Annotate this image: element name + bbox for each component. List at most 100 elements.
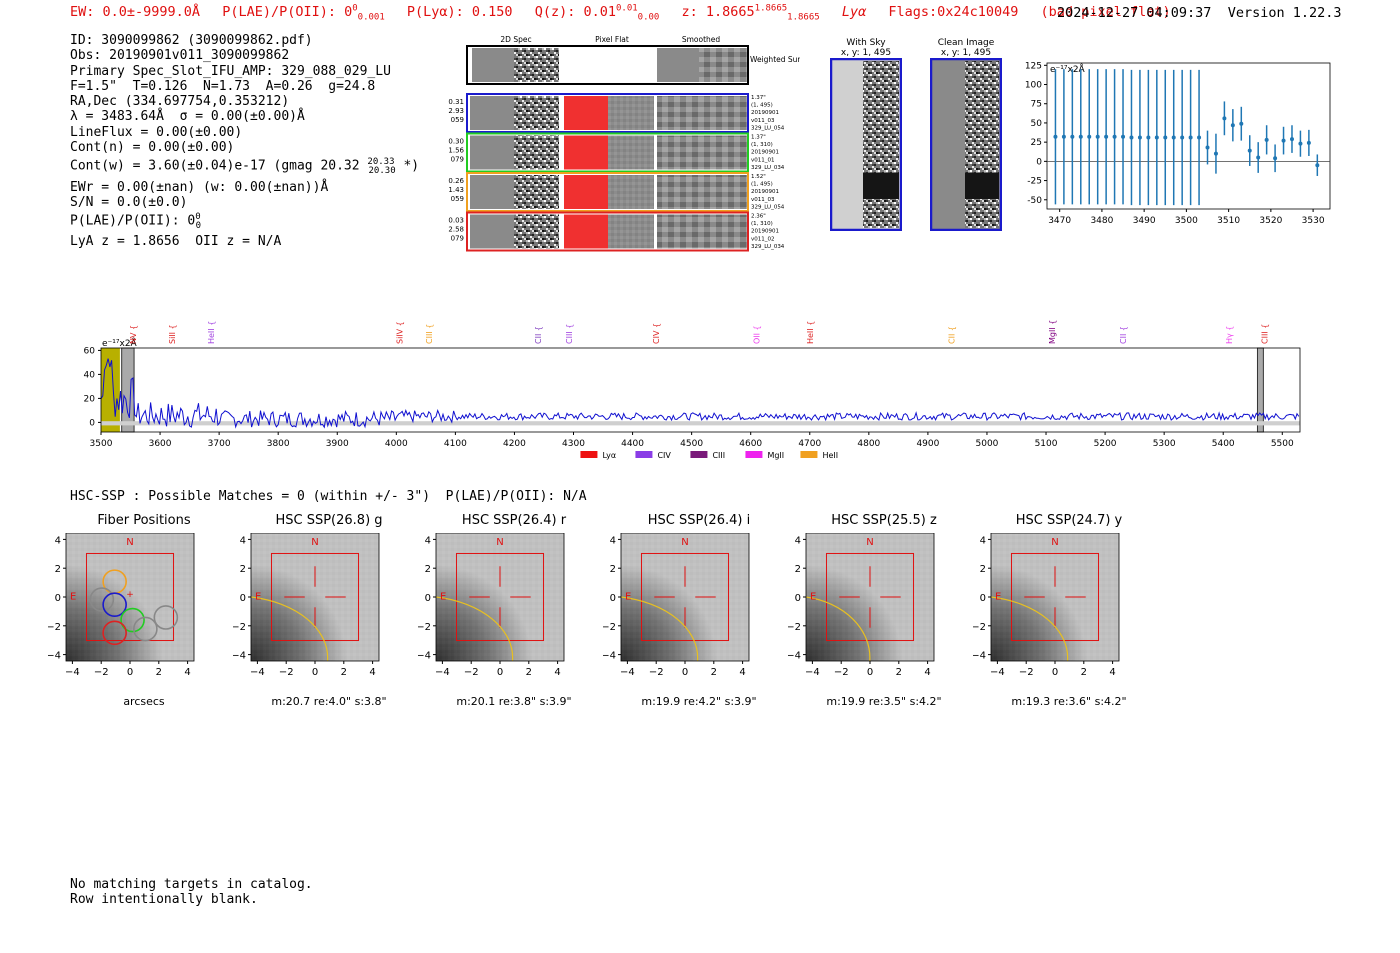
emission-line-label: CIII {: [425, 324, 434, 344]
data-point: [1315, 154, 1320, 176]
x-tick-label: −4: [435, 667, 450, 678]
x-tick-label: −4: [250, 667, 265, 678]
info-id: ID: 3090099862 (3090099862.pdf): [70, 33, 313, 48]
y-tick-label: −2: [973, 622, 986, 633]
qz-value: Q(z): 0.010.010.00: [534, 3, 660, 23]
cutout-caption: m:19.9 re:4.2" s:3.9": [641, 695, 757, 708]
fiber-row-right-label: (1, 310): [751, 221, 773, 227]
masked-region-right: [1256, 347, 1264, 433]
cutout-caption: m:19.9 re:3.5" s:4.2": [826, 695, 942, 708]
unit-label: e⁻¹⁷x2Å: [1050, 63, 1086, 75]
y-tick-label: 40: [84, 370, 96, 380]
emission-line-label: SiIV {: [395, 321, 404, 344]
data-point: [1197, 69, 1202, 206]
cutout-caption: arcsecs: [123, 695, 165, 708]
x-tick-label: 2: [1081, 667, 1087, 678]
galaxy-ellipse: [435, 596, 514, 662]
data-point: [1213, 133, 1218, 174]
data-point: [1281, 126, 1286, 155]
legend-swatch: [800, 451, 818, 458]
y-tick-label: 50: [1031, 119, 1043, 129]
fiber-panel: 2D Spec Pixel Flat Smoothed Weighted Sum…: [448, 35, 800, 252]
y-tick-label: −4: [418, 651, 431, 662]
point-marker: [1154, 135, 1159, 140]
cutout-title: HSC SSP(26.8) g: [275, 513, 383, 528]
y-tick-label: 0: [89, 418, 95, 428]
emission-line-label: Hγ {: [1225, 326, 1234, 344]
info-obs: Obs: 20190901v011_3090099862: [70, 48, 290, 64]
x-tick-label: 4000: [385, 439, 408, 449]
y-tick-label: 4: [425, 535, 431, 546]
x-tick-label: −2: [94, 667, 109, 678]
y-tick-label: 0: [1036, 157, 1042, 167]
y-tick-label: 25: [1031, 138, 1042, 148]
fiber-row-right-label: 20190901: [751, 229, 779, 235]
east-label: E: [70, 592, 76, 603]
data-point: [1239, 106, 1244, 141]
cutout-caption: m:19.3 re:3.6" s:4.2": [1011, 695, 1127, 708]
y-tick-label: 75: [1031, 100, 1042, 110]
y-tick-label: 2: [425, 564, 431, 575]
x-tick-label: 2: [896, 667, 902, 678]
data-point: [1070, 69, 1075, 205]
data-point: [1129, 69, 1134, 206]
weighted-sum-row: Weighted Sum: [466, 45, 800, 85]
data-point: [1137, 69, 1142, 206]
data-point: [1163, 69, 1168, 206]
fiber-row-left-label: 079: [451, 235, 464, 243]
point-marker: [1281, 138, 1286, 143]
point-marker: [1070, 134, 1075, 139]
cutout-caption: m:20.1 re:3.8" s:3.9": [456, 695, 572, 708]
y-tick-label: 2: [610, 564, 616, 575]
point-marker: [1205, 145, 1210, 150]
north-label: N: [681, 537, 688, 548]
fiber-circle: [133, 616, 158, 642]
x-tick-label: 3500: [1175, 216, 1198, 226]
plya-value: P(Lyα): 0.150: [406, 3, 513, 20]
x-tick-label: 4: [369, 667, 375, 678]
y-tick-label: −2: [603, 622, 616, 633]
east-label: E: [440, 592, 446, 603]
fiber-circle: [102, 592, 127, 618]
galaxy-ellipse: [990, 596, 1069, 662]
x-tick-label: 3480: [1090, 216, 1113, 226]
data-point: [1087, 69, 1092, 205]
east-label: E: [255, 592, 261, 603]
data-point: [1112, 69, 1117, 205]
cutout-image: + N E 4 2 0 −2 −4 −4 −2 0 2 4: [48, 533, 195, 678]
fiber-row-left-label: 2.93: [448, 107, 464, 115]
x-tick-label: 3470: [1048, 216, 1071, 226]
emission-line-label: CII {: [948, 326, 957, 344]
north-label: N: [126, 537, 133, 548]
cutout-noise: [621, 533, 749, 661]
aperture-box: [85, 552, 175, 642]
y-tick-label: −2: [788, 622, 801, 633]
point-marker: [1188, 135, 1193, 140]
spectrum-line: [100, 358, 1300, 429]
cutout-noise: [991, 533, 1119, 661]
x-tick-label: 0: [127, 667, 133, 678]
y-tick-label: 4: [240, 535, 246, 546]
fiber-row-right-label: 20190901: [751, 189, 779, 195]
x-tick-label: 4800: [857, 439, 880, 449]
y-tick-label: −4: [48, 651, 61, 662]
x-tick-label: 3490: [1133, 216, 1156, 226]
point-marker: [1180, 135, 1185, 140]
fiber-row-right-label: 329_LU_034: [751, 165, 785, 171]
x-tick-label: 0: [682, 667, 688, 678]
data-point: [1104, 69, 1109, 205]
east-label: E: [995, 592, 1001, 603]
x-tick-label: 4400: [621, 439, 644, 449]
x-tick-label: 5300: [1153, 439, 1176, 449]
y-tick-label: −2: [233, 622, 246, 633]
y-tick-label: 2: [240, 564, 246, 575]
info-params: F=1.5" T=0.126 N=1.73 A=0.26 g=24.8: [70, 78, 376, 94]
emission-line-label: CII {: [1119, 326, 1128, 344]
x-tick-label: 3520: [1259, 216, 1282, 226]
x-tick-label: 4600: [739, 439, 762, 449]
emission-line-label: NV {: [129, 325, 138, 344]
y-tick-label: 4: [980, 535, 986, 546]
y-tick-label: −4: [603, 651, 616, 662]
